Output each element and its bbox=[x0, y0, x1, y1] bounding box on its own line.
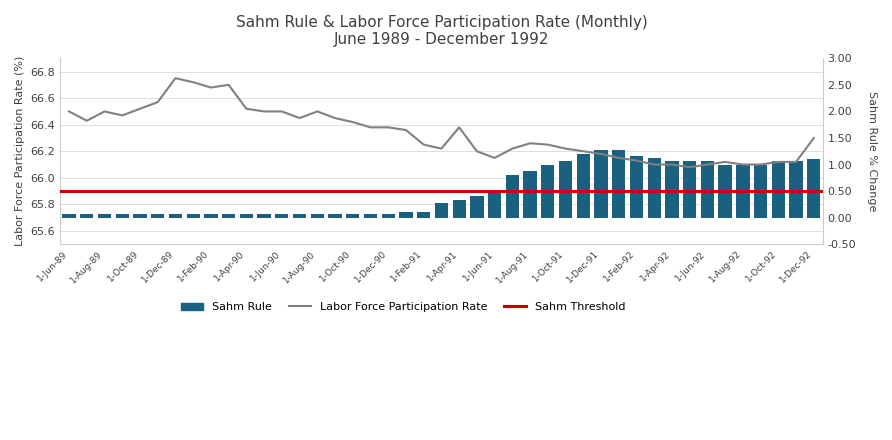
Bar bbox=[718, 165, 731, 218]
Bar bbox=[382, 214, 395, 218]
Bar bbox=[665, 161, 679, 218]
Bar bbox=[417, 213, 430, 218]
Bar bbox=[648, 158, 661, 218]
Bar bbox=[541, 165, 555, 218]
Bar bbox=[364, 214, 377, 218]
Bar bbox=[683, 161, 697, 218]
Bar bbox=[346, 214, 359, 218]
Bar bbox=[310, 214, 324, 218]
Bar bbox=[524, 172, 537, 218]
Bar bbox=[258, 214, 271, 218]
Bar bbox=[80, 214, 94, 218]
Bar bbox=[116, 214, 128, 218]
Bar bbox=[133, 214, 146, 218]
Bar bbox=[186, 214, 200, 218]
Bar bbox=[293, 214, 306, 218]
Bar bbox=[630, 155, 643, 218]
Bar bbox=[701, 161, 714, 218]
Bar bbox=[98, 214, 112, 218]
Bar bbox=[488, 193, 501, 218]
Bar bbox=[275, 214, 288, 218]
Bar bbox=[62, 214, 76, 218]
Bar bbox=[470, 196, 483, 218]
Legend: Sahm Rule, Labor Force Participation Rate, Sahm Threshold: Sahm Rule, Labor Force Participation Rat… bbox=[177, 298, 630, 317]
Bar bbox=[594, 150, 607, 218]
Bar bbox=[506, 175, 519, 218]
Bar bbox=[328, 214, 342, 218]
Bar bbox=[151, 214, 164, 218]
Bar bbox=[772, 161, 785, 218]
Bar bbox=[736, 165, 749, 218]
Bar bbox=[576, 154, 590, 218]
Bar bbox=[400, 213, 413, 218]
Y-axis label: Labor Force Participation Rate (%): Labor Force Participation Rate (%) bbox=[15, 56, 25, 246]
Bar bbox=[204, 214, 218, 218]
Bar bbox=[240, 214, 253, 218]
Bar bbox=[754, 165, 767, 218]
Bar bbox=[807, 159, 821, 218]
Y-axis label: Sahm Rule % Change: Sahm Rule % Change bbox=[867, 91, 877, 212]
Bar bbox=[434, 203, 448, 218]
Bar bbox=[789, 161, 803, 218]
Title: Sahm Rule & Labor Force Participation Rate (Monthly)
June 1989 - December 1992: Sahm Rule & Labor Force Participation Ra… bbox=[235, 15, 648, 48]
Bar bbox=[222, 214, 235, 218]
Bar bbox=[559, 161, 572, 218]
Bar bbox=[612, 150, 625, 218]
Bar bbox=[169, 214, 182, 218]
Bar bbox=[452, 200, 466, 218]
